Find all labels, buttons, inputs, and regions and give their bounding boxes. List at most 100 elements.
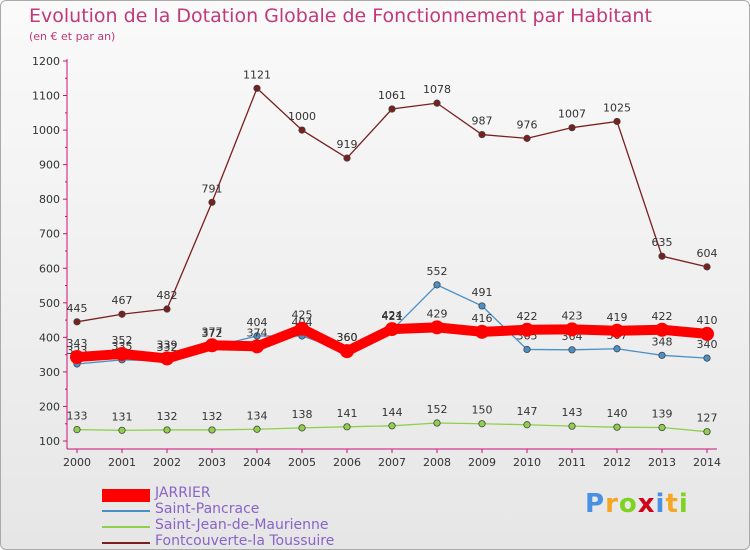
data-label-fontcouverte-la-toussuire: 1121	[243, 68, 271, 81]
data-point-fontcouverte-la-toussuire	[208, 198, 216, 206]
data-point-jarrier	[610, 323, 624, 338]
y-tick-label: 600	[39, 262, 60, 275]
data-point-saint-jean-de-maurienne	[478, 420, 486, 428]
x-tick-label: 2007	[378, 456, 406, 469]
data-point-jarrier	[115, 346, 129, 361]
data-point-fontcouverte-la-toussuire	[523, 134, 531, 142]
data-point-jarrier	[340, 344, 354, 359]
data-label-fontcouverte-la-toussuire: 467	[112, 294, 133, 307]
data-label-saint-jean-de-maurienne: 140	[607, 407, 628, 420]
data-point-fontcouverte-la-toussuire	[343, 154, 351, 162]
data-label-saint-pancrace: 348	[652, 335, 673, 348]
data-label-jarrier: 425	[292, 309, 313, 322]
data-point-jarrier	[205, 338, 219, 353]
data-point-saint-pancrace	[478, 302, 486, 310]
x-tick-label: 2013	[648, 456, 676, 469]
data-label-saint-jean-de-maurienne: 150	[472, 404, 493, 417]
data-label-saint-jean-de-maurienne: 138	[292, 408, 313, 421]
data-point-jarrier	[295, 321, 309, 336]
data-label-saint-jean-de-maurienne: 144	[382, 406, 403, 419]
data-label-jarrier: 416	[472, 312, 493, 325]
y-tick-label: 700	[39, 228, 60, 241]
logo-letter: i	[655, 489, 666, 519]
data-point-jarrier	[655, 322, 669, 337]
y-tick-label: 1100	[32, 90, 60, 103]
data-point-saint-pancrace	[613, 345, 621, 353]
data-label-fontcouverte-la-toussuire: 987	[472, 115, 493, 128]
data-label-saint-pancrace: 552	[427, 265, 448, 278]
legend-swatch	[102, 489, 150, 502]
logo-letter: i	[678, 489, 689, 519]
data-label-fontcouverte-la-toussuire: 1061	[378, 89, 406, 102]
y-tick-label: 1000	[32, 124, 60, 137]
data-label-fontcouverte-la-toussuire: 1078	[423, 83, 451, 96]
data-point-fontcouverte-la-toussuire	[613, 117, 621, 126]
data-label-saint-jean-de-maurienne: 133	[67, 410, 88, 423]
data-label-jarrier: 377	[202, 325, 223, 338]
data-label-jarrier: 352	[112, 334, 133, 347]
data-point-jarrier	[700, 326, 714, 341]
data-label-saint-jean-de-maurienne: 131	[112, 410, 133, 423]
data-label-saint-jean-de-maurienne: 134	[247, 409, 268, 422]
x-tick-label: 2014	[693, 456, 721, 469]
data-point-saint-jean-de-maurienne	[703, 428, 711, 436]
x-tick-label: 2012	[603, 456, 631, 469]
data-label-fontcouverte-la-toussuire: 1007	[558, 108, 586, 121]
proxiti-logo: Proxiti	[585, 489, 689, 519]
data-label-jarrier: 429	[427, 307, 448, 320]
logo-letter: x	[637, 489, 656, 519]
data-point-saint-jean-de-maurienne	[73, 425, 81, 434]
data-point-fontcouverte-la-toussuire	[73, 318, 81, 326]
y-tick-label: 900	[39, 159, 60, 172]
data-label-saint-pancrace: 491	[472, 286, 493, 299]
data-point-jarrier	[565, 322, 579, 337]
data-label-saint-jean-de-maurienne: 139	[652, 408, 673, 421]
y-tick-label: 100	[39, 435, 60, 448]
data-point-fontcouverte-la-toussuire	[388, 105, 396, 113]
data-point-fontcouverte-la-toussuire	[433, 99, 441, 107]
data-point-saint-jean-de-maurienne	[523, 421, 531, 429]
data-label-fontcouverte-la-toussuire: 791	[202, 182, 223, 195]
data-point-fontcouverte-la-toussuire	[253, 84, 261, 92]
logo-letter: r	[605, 489, 619, 519]
data-label-jarrier: 339	[157, 338, 178, 351]
data-label-jarrier: 422	[517, 310, 538, 323]
data-label-saint-pancrace: 421	[382, 310, 403, 323]
x-tick-label: 2002	[153, 456, 181, 469]
legend-label: Saint-Pancrace	[155, 501, 260, 517]
series-line-fontcouverte-la-toussuire	[76, 87, 708, 323]
x-tick-label: 2000	[63, 456, 91, 469]
data-point-fontcouverte-la-toussuire	[118, 310, 126, 318]
data-label-fontcouverte-la-toussuire: 1025	[603, 101, 631, 114]
data-point-saint-pancrace	[658, 351, 666, 359]
data-point-jarrier	[520, 322, 534, 337]
data-point-saint-jean-de-maurienne	[343, 423, 351, 431]
data-point-saint-jean-de-maurienne	[568, 422, 576, 430]
legend-swatch	[102, 542, 150, 544]
x-tick-label: 2006	[333, 456, 361, 469]
y-tick-label: 500	[39, 297, 60, 310]
x-tick-label: 2004	[243, 456, 271, 469]
data-point-fontcouverte-la-toussuire	[703, 263, 711, 271]
x-tick-label: 2008	[423, 456, 451, 469]
data-label-fontcouverte-la-toussuire: 635	[652, 236, 673, 249]
data-label-jarrier: 419	[607, 311, 628, 324]
x-tick-label: 2009	[468, 456, 496, 469]
y-tick-label: 200	[39, 400, 60, 413]
data-label-jarrier: 374	[247, 326, 268, 339]
data-label-saint-pancrace: 404	[247, 316, 268, 329]
legend-swatch	[102, 526, 150, 528]
data-label-jarrier: 343	[67, 337, 88, 350]
data-label-saint-jean-de-maurienne: 147	[517, 405, 538, 418]
y-tick-label: 300	[39, 366, 60, 379]
x-tick-label: 2011	[558, 456, 586, 469]
data-label-fontcouverte-la-toussuire: 919	[337, 138, 358, 151]
data-label-saint-jean-de-maurienne: 143	[562, 406, 583, 419]
data-point-fontcouverte-la-toussuire	[298, 126, 306, 134]
data-point-saint-jean-de-maurienne	[388, 422, 396, 430]
data-point-fontcouverte-la-toussuire	[568, 124, 576, 132]
legend-label: Saint-Jean-de-Maurienne	[155, 517, 329, 533]
data-label-jarrier: 410	[697, 314, 718, 327]
logo-letter: t	[665, 489, 679, 519]
data-point-saint-pancrace	[433, 281, 441, 289]
